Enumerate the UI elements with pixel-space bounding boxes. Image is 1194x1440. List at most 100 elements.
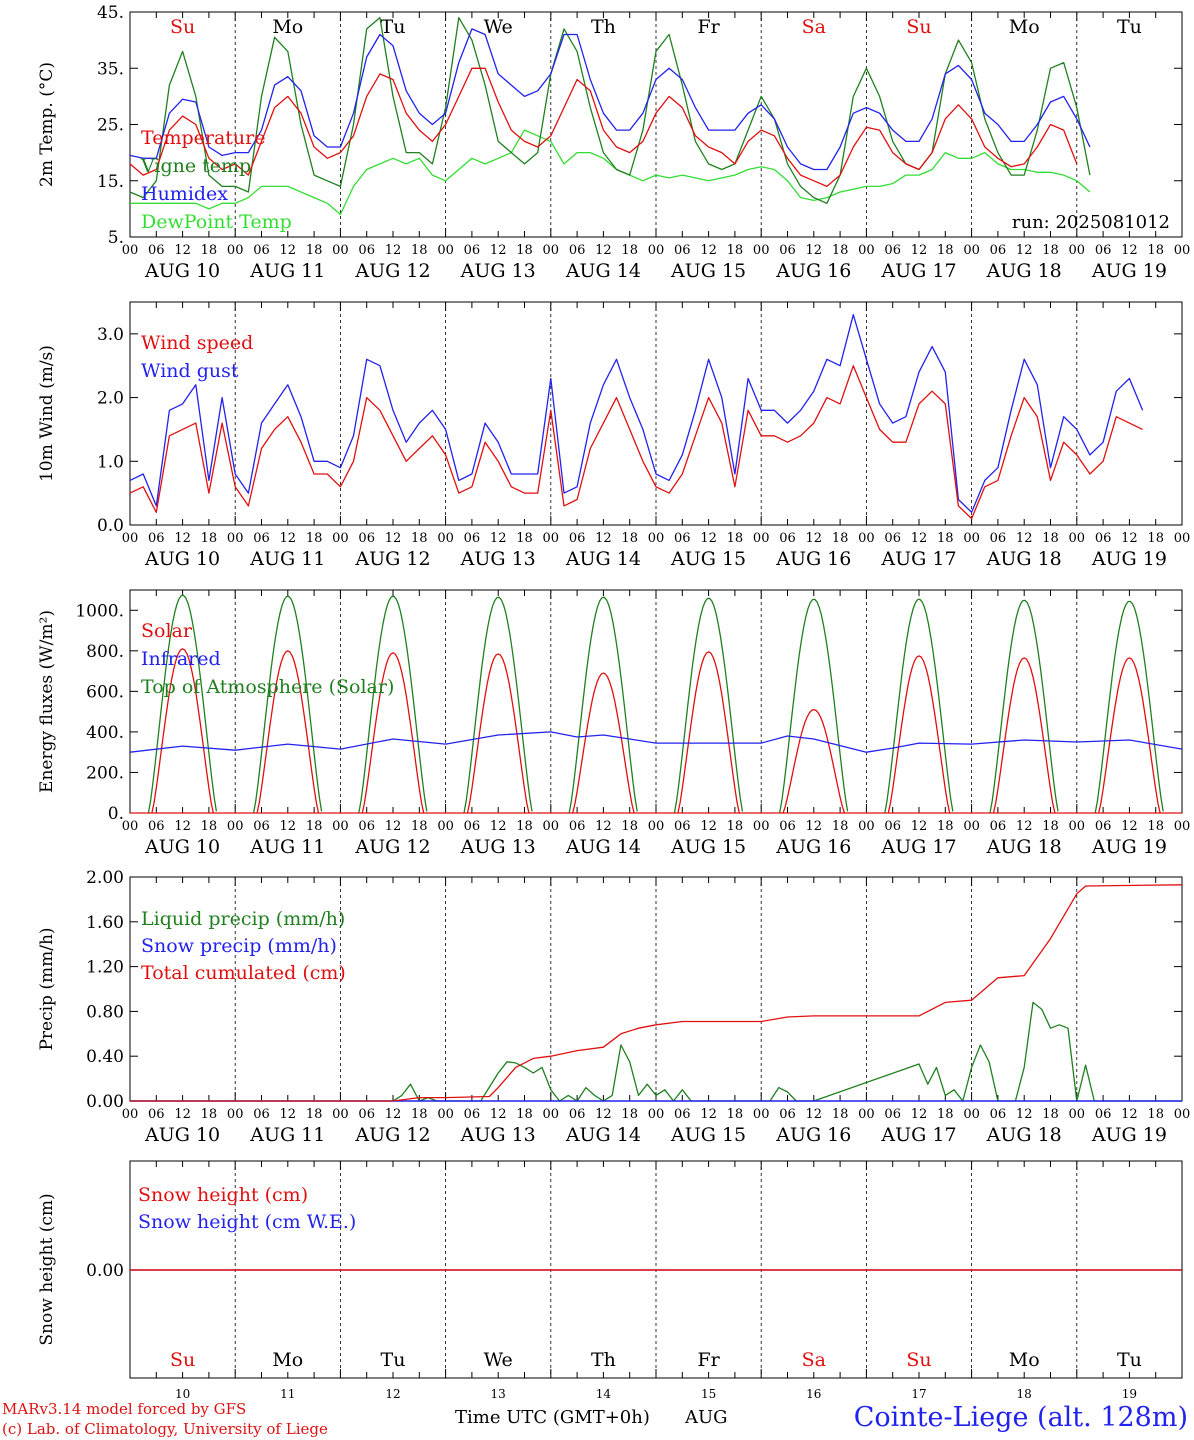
hour-tick-label: 18	[832, 819, 849, 834]
weekday-label: Mo	[272, 16, 303, 38]
hour-tick-label: 06	[779, 819, 796, 834]
hour-tick-label: 00	[543, 243, 560, 258]
hour-tick-label: 12	[1121, 1107, 1138, 1122]
legend-entry: Infrared	[141, 648, 221, 670]
solar-curve	[1098, 657, 1161, 814]
hour-tick-label: 12	[700, 1107, 717, 1122]
hour-tick-label: 00	[1174, 243, 1191, 258]
hour-tick-label: 12	[700, 243, 717, 258]
y-tick-label: 0.00	[86, 1092, 124, 1112]
date-label: AUG 11	[249, 260, 325, 282]
hour-tick-label: 00	[858, 243, 875, 258]
weekday-label: Tu	[381, 16, 406, 38]
hour-tick-label: 00	[858, 819, 875, 834]
hour-tick-label: 06	[674, 531, 691, 546]
y-tick-label: 45.	[97, 3, 124, 23]
y-tick-label: 1.20	[86, 958, 124, 978]
hour-tick-label: 12	[280, 1107, 297, 1122]
hour-tick-label: 00	[543, 531, 560, 546]
hour-tick-label: 12	[1016, 819, 1033, 834]
panel-frame-2	[129, 301, 1183, 526]
hour-tick-label: 06	[1095, 819, 1112, 834]
date-label: AUG 12	[354, 836, 430, 858]
y-tick-label: 2.0	[97, 389, 124, 409]
weekday-label: Tu	[381, 1349, 406, 1371]
hour-tick-label: 06	[884, 1107, 901, 1122]
hour-tick-label: 18	[411, 243, 428, 258]
legend-entry: Snow height (cm)	[138, 1184, 308, 1206]
hour-tick-label: 12	[385, 243, 402, 258]
hour-tick-label: 18	[937, 819, 954, 834]
date-label: AUG 15	[670, 1124, 746, 1146]
hour-tick-label: 12	[700, 819, 717, 834]
y-tick-label: 25.	[97, 116, 124, 136]
hour-tick-label: 18	[621, 1107, 638, 1122]
date-label: AUG 17	[880, 836, 956, 858]
hour-tick-label: 00	[963, 531, 980, 546]
hour-tick-label: 06	[990, 243, 1007, 258]
y-tick-label: 1.0	[97, 452, 124, 472]
y-axis-title-5: Snow height (cm)	[37, 1193, 57, 1345]
hour-tick-label: 18	[516, 819, 533, 834]
hour-tick-label: 06	[358, 531, 375, 546]
date-label: AUG 10	[144, 836, 220, 858]
date-label: AUG 11	[249, 836, 325, 858]
hour-tick-label: 00	[332, 243, 349, 258]
hour-tick-label: 18	[411, 819, 428, 834]
hour-tick-label: 18	[201, 531, 218, 546]
hour-tick-label: 12	[911, 1107, 928, 1122]
weekday-label: Tu	[1117, 16, 1142, 38]
panel-frame-1	[129, 11, 1183, 238]
date-label: AUG 12	[354, 1124, 430, 1146]
hour-tick-label: 06	[1095, 1107, 1112, 1122]
weekday-label: Su	[906, 1349, 931, 1371]
hour-tick-label: 12	[385, 531, 402, 546]
date-label: AUG 10	[144, 1124, 220, 1146]
hour-tick-label: 06	[358, 243, 375, 258]
legend-entry: Vigne temp	[140, 155, 251, 177]
wind-gust-line	[129, 314, 1144, 513]
toa-solar-curve	[252, 595, 323, 814]
hour-tick-label: 00	[648, 819, 665, 834]
hour-tick-label: 00	[963, 243, 980, 258]
hour-tick-label: 06	[1095, 531, 1112, 546]
day-number-label: 13	[491, 1387, 506, 1400]
hour-tick-label: 00	[1174, 1107, 1191, 1122]
hour-tick-label: 18	[727, 819, 744, 834]
date-label: AUG 15	[670, 260, 746, 282]
solar-curve	[887, 655, 951, 814]
day-number-label: 10	[175, 1387, 190, 1400]
hour-tick-label: 18	[516, 243, 533, 258]
toa-solar-curve	[358, 595, 428, 814]
hour-tick-label: 18	[201, 243, 218, 258]
date-label: AUG 14	[565, 836, 641, 858]
meteogram: 2m Temp. (°C) 5. 15. 25. 35. 45. 00 06 12 18 AUG 1…	[37, 3, 1191, 1400]
y-tick-label: 15.	[97, 172, 124, 192]
date-label: AUG 18	[986, 836, 1062, 858]
hour-tick-label: 06	[1095, 243, 1112, 258]
weekday-label: We	[484, 16, 513, 38]
y-tick-label: 400.	[86, 723, 124, 743]
y-tick-label: 3.0	[97, 325, 124, 345]
hour-tick-label: 00	[122, 531, 139, 546]
toa-solar-curve	[673, 597, 744, 814]
solar-curve	[572, 672, 635, 814]
day-number-label: 11	[280, 1387, 295, 1400]
y-axis-title-2: 10m Wind (m/s)	[37, 345, 57, 482]
hour-tick-label: 06	[884, 243, 901, 258]
date-label: AUG 19	[1091, 260, 1167, 282]
hour-tick-label: 18	[1147, 243, 1164, 258]
hour-tick-label: 06	[253, 531, 270, 546]
hour-tick-label: 12	[490, 1107, 507, 1122]
date-label: AUG 16	[775, 836, 851, 858]
date-label: AUG 17	[880, 548, 956, 570]
hour-tick-label: 00	[122, 243, 139, 258]
legend-entry: Top of Atmosphere (Solar)	[141, 676, 394, 698]
hour-tick-label: 12	[911, 243, 928, 258]
hour-tick-label: 06	[464, 243, 481, 258]
hour-tick-label: 06	[884, 531, 901, 546]
hour-tick-label: 18	[621, 819, 638, 834]
day-number-label: 15	[701, 1387, 716, 1400]
weekday-label: Su	[170, 1349, 195, 1371]
station-title: Cointe-Liege (alt. 128m)	[853, 1402, 1188, 1433]
